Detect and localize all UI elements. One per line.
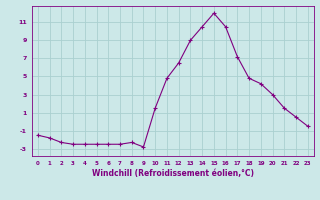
X-axis label: Windchill (Refroidissement éolien,°C): Windchill (Refroidissement éolien,°C) (92, 169, 254, 178)
